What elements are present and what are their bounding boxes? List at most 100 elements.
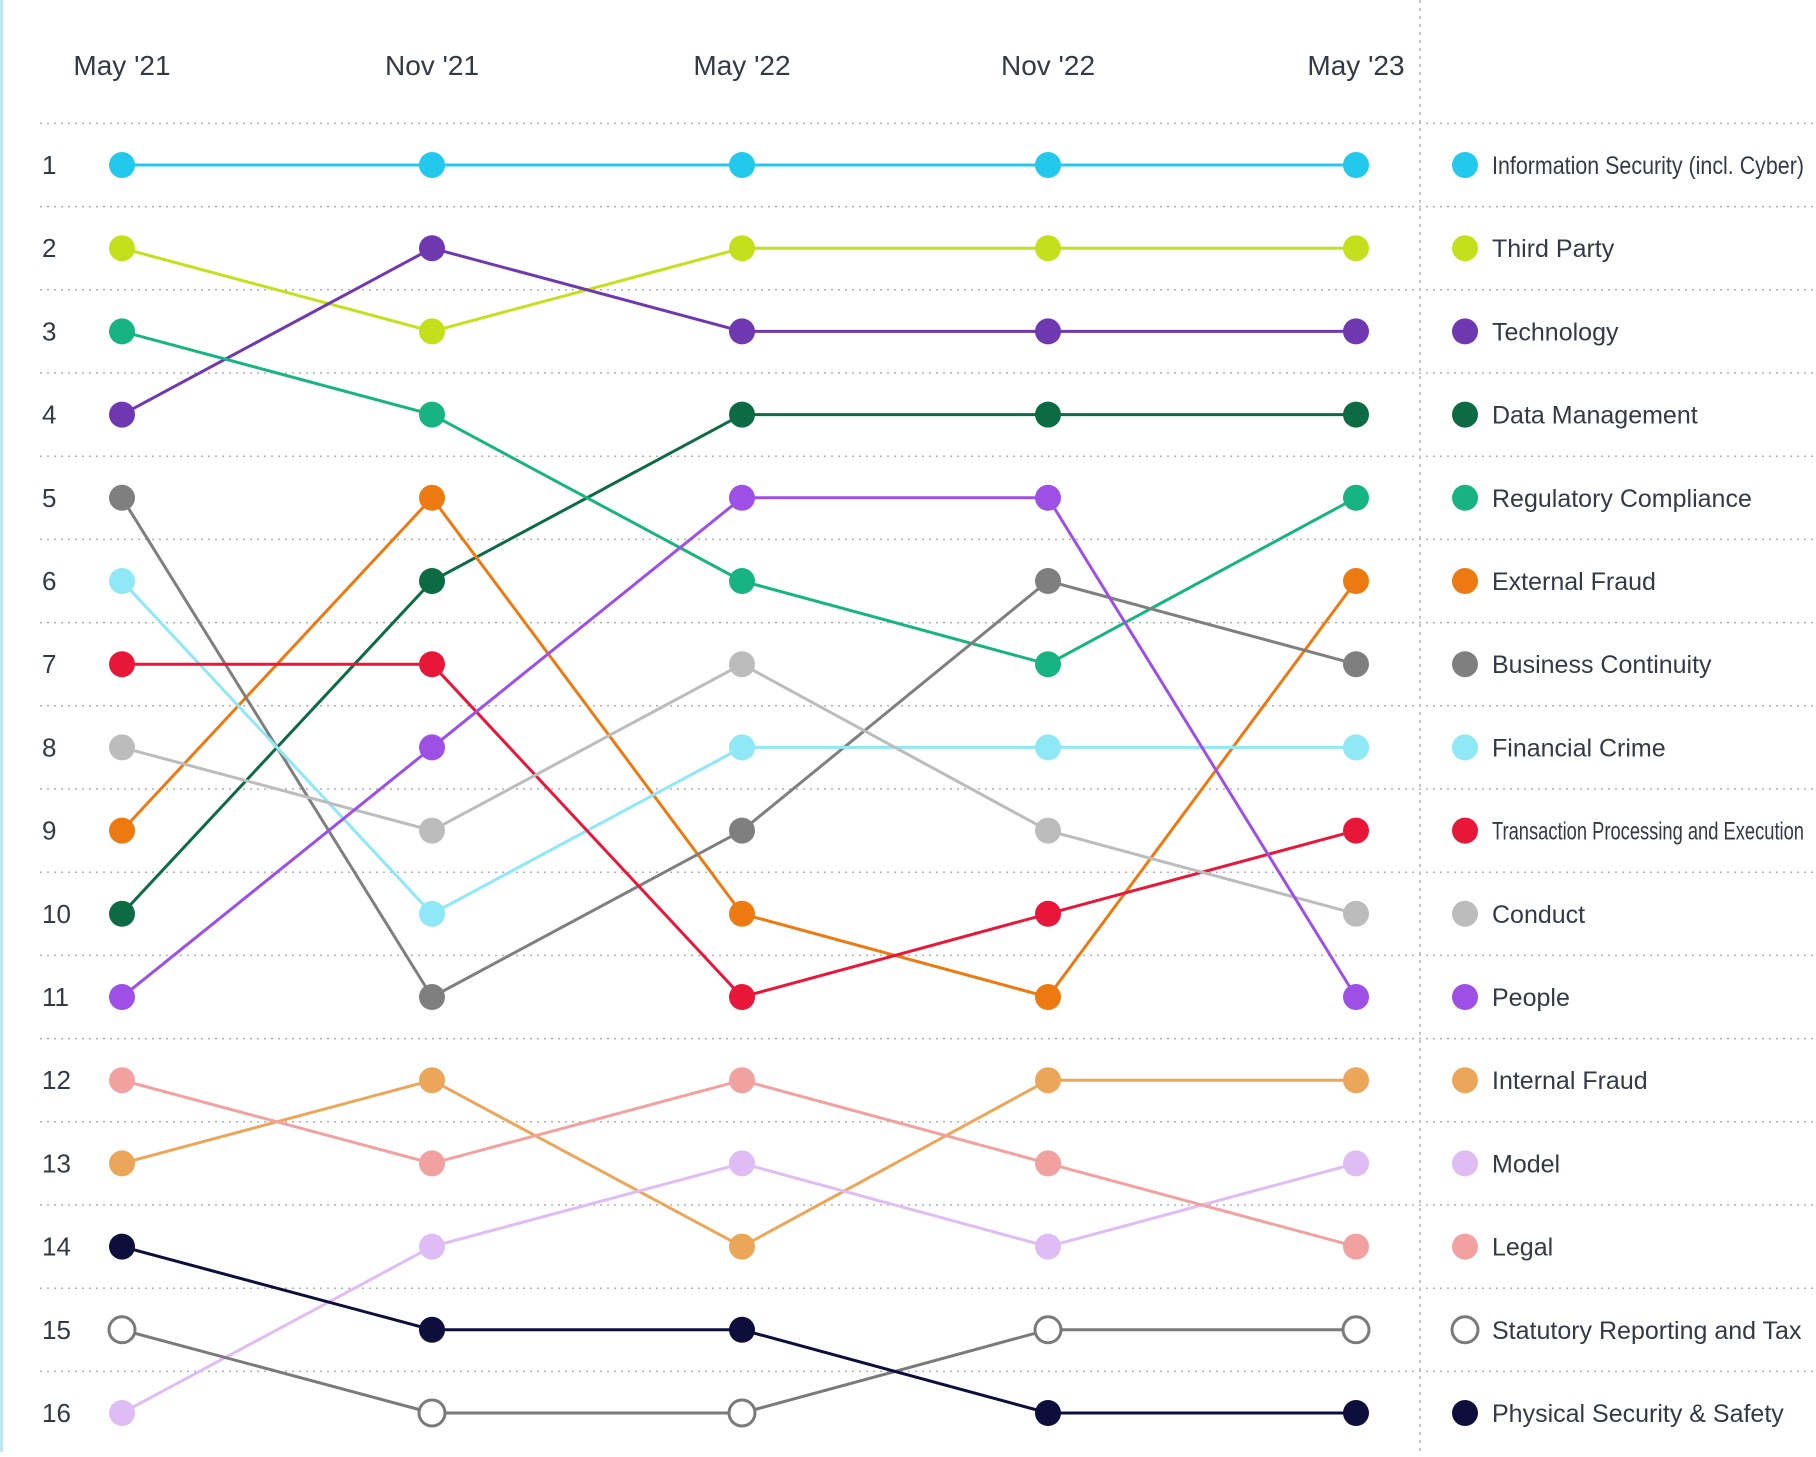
data-point bbox=[729, 401, 755, 428]
data-point bbox=[729, 817, 755, 844]
data-point bbox=[109, 401, 135, 428]
legend-marker bbox=[1452, 318, 1478, 345]
legend-label: Legal bbox=[1492, 1234, 1553, 1262]
data-point bbox=[107, 1315, 137, 1345]
legend-label: External Fraud bbox=[1492, 568, 1656, 596]
rank-label: 1 bbox=[42, 150, 56, 180]
data-point bbox=[1343, 1233, 1369, 1260]
x-tick-label: Nov '22 bbox=[1001, 50, 1095, 81]
data-point bbox=[1035, 318, 1061, 345]
data-point bbox=[419, 484, 445, 511]
data-point bbox=[109, 734, 135, 761]
data-point bbox=[1343, 318, 1369, 345]
data-point bbox=[109, 1233, 135, 1260]
legend-label: Model bbox=[1492, 1150, 1560, 1178]
data-point bbox=[419, 734, 445, 761]
legend-label: Regulatory Compliance bbox=[1492, 485, 1752, 513]
data-point bbox=[1343, 651, 1369, 678]
data-point bbox=[1343, 1150, 1369, 1177]
data-point bbox=[109, 1150, 135, 1177]
rank-label: 3 bbox=[42, 316, 56, 346]
rank-label: 14 bbox=[42, 1232, 71, 1262]
data-point bbox=[109, 1400, 135, 1426]
data-point bbox=[1035, 817, 1061, 844]
legend-marker bbox=[1452, 734, 1478, 761]
data-point bbox=[419, 1316, 445, 1343]
data-point bbox=[419, 651, 445, 678]
data-point bbox=[109, 817, 135, 844]
data-point bbox=[419, 1067, 445, 1094]
rank-label: 16 bbox=[42, 1398, 71, 1428]
data-point bbox=[109, 152, 135, 178]
rank-label: 8 bbox=[42, 732, 56, 762]
rank-label: 6 bbox=[42, 566, 56, 596]
data-point bbox=[729, 568, 755, 594]
data-point bbox=[419, 235, 445, 262]
data-point bbox=[109, 484, 135, 511]
data-point bbox=[419, 318, 445, 345]
data-point bbox=[1343, 734, 1369, 761]
data-point bbox=[109, 984, 135, 1010]
data-point bbox=[1343, 1067, 1369, 1094]
legend-label: Conduct bbox=[1492, 901, 1585, 929]
rank-label: 13 bbox=[42, 1148, 71, 1178]
data-point bbox=[109, 900, 135, 927]
series-points bbox=[107, 152, 1371, 1428]
data-point bbox=[729, 1150, 755, 1177]
data-point bbox=[419, 984, 445, 1010]
legend-marker bbox=[1452, 568, 1478, 594]
legend-marker bbox=[1452, 984, 1478, 1010]
data-point bbox=[109, 651, 135, 678]
x-tick-label: Nov '21 bbox=[385, 50, 479, 81]
legend-label: People bbox=[1492, 984, 1570, 1012]
data-point bbox=[419, 401, 445, 428]
x-axis-labels: May '21 Nov '21 May '22 Nov '22 May '23 bbox=[73, 50, 1404, 81]
data-point bbox=[419, 568, 445, 594]
data-point bbox=[729, 235, 755, 262]
frame-border bbox=[0, 0, 3, 1452]
data-point bbox=[109, 568, 135, 594]
legend-marker bbox=[1452, 235, 1478, 262]
data-point bbox=[727, 1398, 757, 1428]
data-point bbox=[417, 1398, 447, 1428]
legend-marker bbox=[1452, 651, 1478, 678]
data-point bbox=[109, 1067, 135, 1094]
data-point bbox=[1035, 1233, 1061, 1260]
legend-label: Financial Crime bbox=[1492, 734, 1666, 762]
legend: Information Security (incl. Cyber) Third … bbox=[1450, 152, 1804, 1428]
rank-label: 2 bbox=[42, 233, 56, 263]
legend-marker bbox=[1452, 1067, 1478, 1094]
data-point bbox=[1035, 734, 1061, 761]
legend-label: Third Party bbox=[1492, 235, 1615, 263]
legend-label: Business Continuity bbox=[1492, 651, 1712, 679]
legend-label: Internal Fraud bbox=[1492, 1067, 1648, 1095]
rank-label: 5 bbox=[42, 483, 56, 513]
legend-label: Physical Security & Safety bbox=[1492, 1400, 1784, 1428]
data-point bbox=[1343, 568, 1369, 594]
legend-marker bbox=[1452, 1150, 1478, 1177]
data-point bbox=[1035, 152, 1061, 178]
data-point bbox=[419, 817, 445, 844]
data-point bbox=[109, 235, 135, 262]
data-point bbox=[1035, 235, 1061, 262]
data-point bbox=[419, 900, 445, 927]
data-point bbox=[729, 900, 755, 927]
legend-marker bbox=[1452, 817, 1478, 844]
legend-marker bbox=[1452, 1233, 1478, 1260]
data-point bbox=[419, 1233, 445, 1260]
data-point bbox=[729, 152, 755, 178]
data-point bbox=[1343, 484, 1369, 511]
legend-label: Statutory Reporting and Tax bbox=[1492, 1317, 1802, 1345]
legend-marker bbox=[1452, 401, 1478, 428]
legend-label: Data Management bbox=[1492, 402, 1698, 430]
data-point bbox=[419, 152, 445, 178]
data-point bbox=[1341, 1315, 1371, 1345]
data-point bbox=[1035, 568, 1061, 594]
data-point bbox=[1035, 651, 1061, 678]
data-point bbox=[729, 651, 755, 678]
data-point bbox=[1343, 235, 1369, 262]
data-point bbox=[1035, 1150, 1061, 1177]
data-point bbox=[729, 318, 755, 345]
